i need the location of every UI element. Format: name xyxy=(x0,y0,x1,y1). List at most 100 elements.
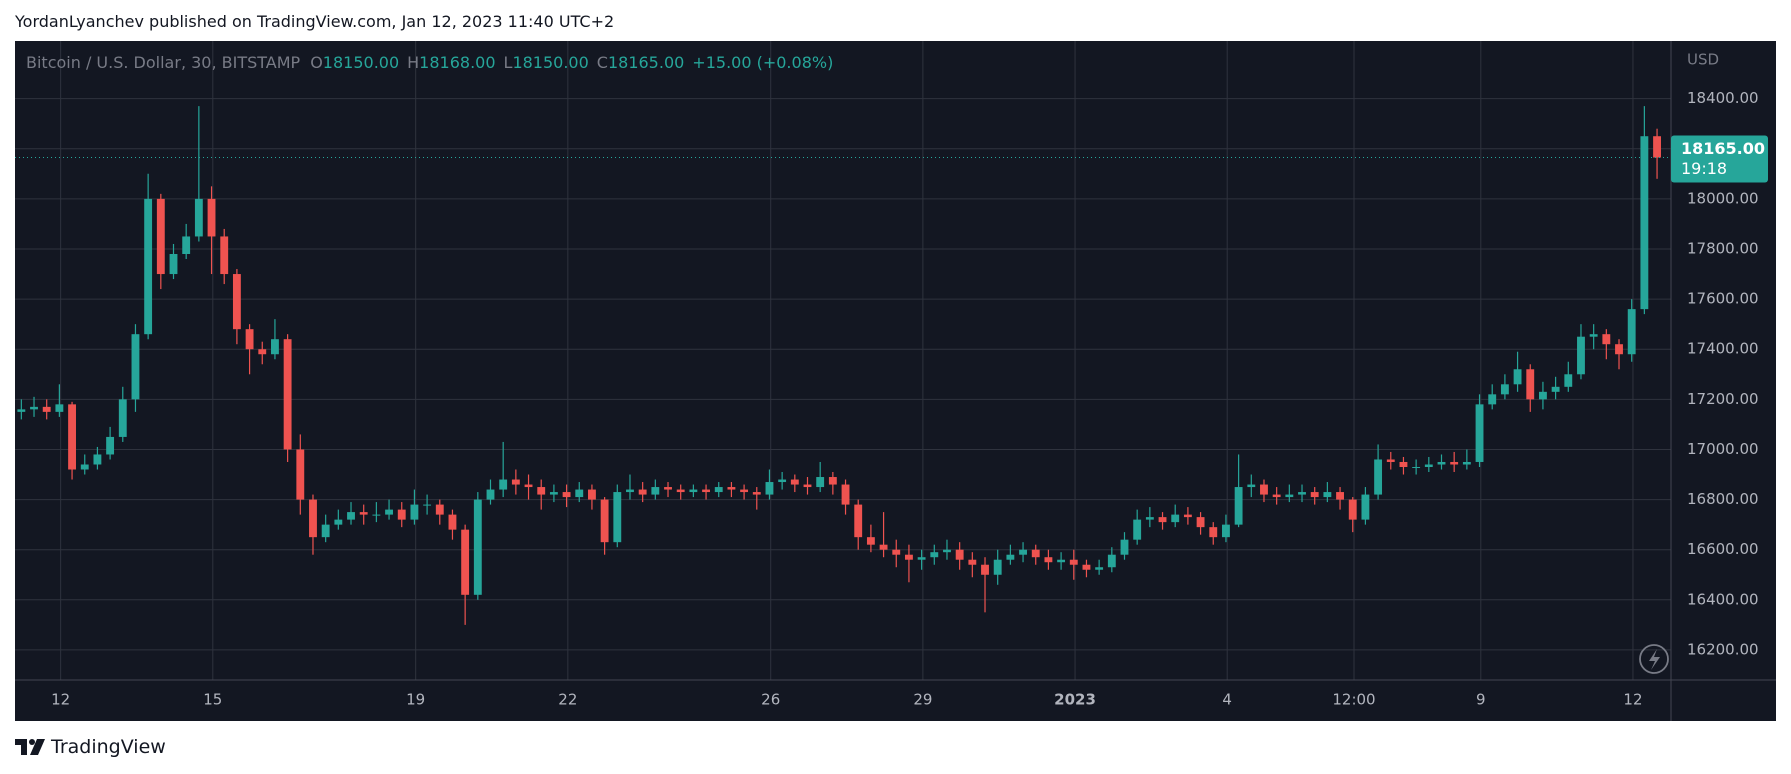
price-tag-value: 18165.00 xyxy=(1681,139,1765,158)
price-tag xyxy=(1671,135,1768,183)
candle-body xyxy=(220,236,229,275)
candle-body xyxy=(1374,459,1383,495)
legend: Bitcoin / U.S. Dollar, 30, BITSTAMP O1815… xyxy=(26,53,841,72)
candle-body xyxy=(258,349,267,355)
legend-key: H xyxy=(407,53,420,72)
candle-body xyxy=(1526,369,1535,400)
candle-body xyxy=(549,492,558,495)
y-tick-label: 17200.00 xyxy=(1687,390,1759,408)
candle-body xyxy=(144,198,153,335)
candle-body xyxy=(347,512,355,520)
candle-body xyxy=(156,198,165,275)
candle-body xyxy=(1348,499,1357,520)
candle-body xyxy=(93,454,102,465)
y-tick-label: 16400.00 xyxy=(1687,590,1759,608)
candle-body xyxy=(1145,517,1154,520)
candle-body xyxy=(1006,554,1015,560)
byline: YordanLyanchev published on TradingView.… xyxy=(15,12,615,31)
candle-body xyxy=(841,484,850,505)
candle-body xyxy=(613,492,622,543)
x-tick-label: 26 xyxy=(761,691,780,709)
price-change: +15.00 (+0.08%) xyxy=(692,53,834,72)
candle-body xyxy=(410,504,419,520)
candle-body xyxy=(1539,391,1547,400)
candle-body xyxy=(1196,517,1205,528)
candle-body xyxy=(1589,334,1598,337)
x-tick-label: 12 xyxy=(1623,691,1642,709)
candle-body xyxy=(68,404,76,470)
x-tick-label: 19 xyxy=(406,691,425,709)
brand: TradingView xyxy=(51,736,166,758)
candle-body xyxy=(765,482,774,495)
candle-body xyxy=(638,489,647,495)
y-tick-label: 17000.00 xyxy=(1687,440,1759,458)
candle-body xyxy=(752,492,761,495)
candle-body xyxy=(207,198,216,237)
candle-body xyxy=(955,549,964,560)
candles xyxy=(17,106,1661,625)
candle-body xyxy=(448,514,457,530)
candle-body xyxy=(182,236,191,254)
legend-value: 18165.00 xyxy=(607,53,685,72)
candle-body xyxy=(968,559,977,565)
candle-body xyxy=(740,489,749,493)
candle-body xyxy=(169,254,178,275)
candle-body xyxy=(1386,459,1395,462)
currency-label: USD xyxy=(1687,51,1719,69)
candle-body xyxy=(17,409,26,412)
candle-body xyxy=(1336,492,1344,500)
candle-body xyxy=(1234,487,1243,525)
candle-body xyxy=(499,479,508,490)
candle-body xyxy=(435,504,444,515)
x-tick-label: 22 xyxy=(558,691,577,709)
candle-body xyxy=(1627,309,1636,355)
candle-body xyxy=(42,406,51,412)
candle-body xyxy=(1513,369,1522,385)
candle-body xyxy=(283,339,292,450)
candle-body xyxy=(359,512,368,515)
legend-key: O xyxy=(310,53,323,72)
chart-background xyxy=(15,41,1776,721)
candle-body xyxy=(232,274,241,330)
candle-body xyxy=(575,489,584,498)
candle-body xyxy=(321,524,330,538)
candle-body xyxy=(1310,492,1319,498)
candle-body xyxy=(30,406,38,410)
y-tick-label: 16800.00 xyxy=(1687,490,1759,508)
candle-body xyxy=(1260,484,1268,495)
candle-body xyxy=(309,499,317,538)
candle-body xyxy=(1171,514,1180,523)
candle-body xyxy=(1120,539,1129,555)
legend-value: 18168.00 xyxy=(419,53,496,72)
candle-body xyxy=(993,559,1002,575)
y-tick-label: 16200.00 xyxy=(1687,640,1759,658)
candle-body xyxy=(1500,384,1509,395)
footer: TradingView xyxy=(15,736,166,758)
legend-key: L xyxy=(503,53,513,72)
x-tick-label: 12 xyxy=(51,691,70,709)
candle-body xyxy=(537,487,546,495)
candle-body xyxy=(1424,464,1433,467)
legend-key: C xyxy=(596,53,608,72)
candle-body xyxy=(1095,567,1104,570)
candle-body xyxy=(1031,549,1040,558)
candle-body xyxy=(194,198,203,237)
candle-body xyxy=(714,487,723,493)
candle-body xyxy=(790,479,799,485)
candle-body xyxy=(1564,374,1573,387)
candle-body xyxy=(1247,484,1256,488)
x-tick-label: 2023 xyxy=(1054,691,1096,709)
candle-body xyxy=(1272,494,1281,498)
candle-body xyxy=(905,554,913,560)
candle-body xyxy=(1551,386,1560,392)
candle-body xyxy=(917,557,926,560)
replay-icon[interactable] xyxy=(1639,644,1669,674)
candle-body xyxy=(106,436,115,455)
candle-body xyxy=(1615,344,1623,355)
candle-body xyxy=(1462,461,1471,465)
candle-body xyxy=(664,487,672,490)
candle-body xyxy=(1222,524,1230,538)
candle-body xyxy=(1082,564,1091,570)
